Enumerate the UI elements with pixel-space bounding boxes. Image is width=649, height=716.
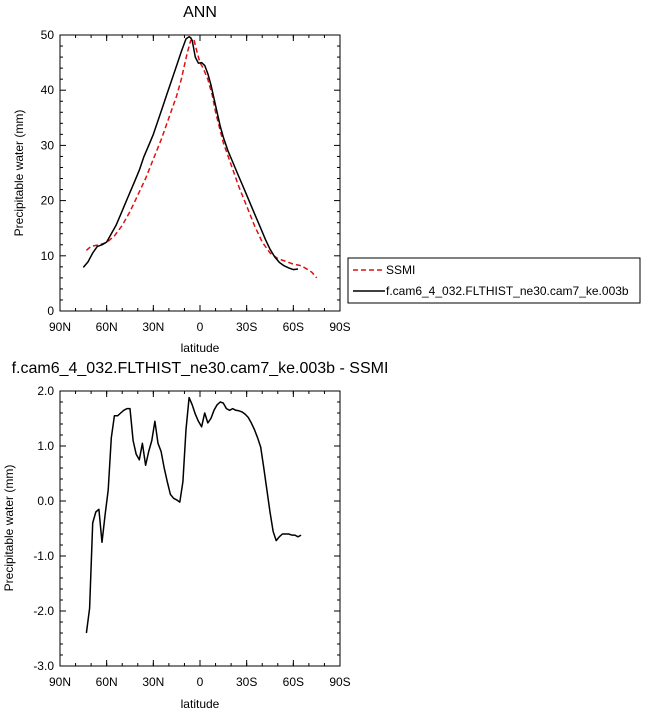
- bottom-chart-title: f.cam6_4_032.FLTHIST_ne30.cam7_ke.003b -…: [12, 360, 389, 377]
- top-chart-title: ANN: [183, 4, 217, 21]
- top-x-tick-label: 90N: [49, 320, 71, 334]
- top-chart-lines: [82, 35, 318, 279]
- bottom-chart-lines: [85, 396, 302, 634]
- top-y-tick-label: 50: [41, 28, 55, 42]
- legend-box: [347, 257, 641, 304]
- bottom-y-tick-label: -1.0: [33, 549, 54, 563]
- top-x-tick-label: 60S: [283, 320, 304, 334]
- bottom-x-tick-label: 30S: [236, 675, 257, 689]
- top-y-tick-label: 40: [41, 83, 55, 97]
- top-chart: ANN 90N 60N 30N 0 30S 60S 90S 0 10 20 30 40 50 latit…: [12, 4, 351, 355]
- top-chart-frame: [59, 34, 341, 312]
- bottom-series-line-0: [85, 396, 302, 634]
- bottom-y-tick-label: 1.0: [37, 439, 54, 453]
- bottom-chart: f.cam6_4_032.FLTHIST_ne30.cam7_ke.003b -…: [2, 360, 388, 711]
- bottom-y-tick-label: 0.0: [37, 494, 54, 508]
- bottom-chart-frame: [59, 390, 341, 667]
- bottom-chart-xlabel: latitude: [181, 697, 220, 711]
- top-series-line-0: [85, 38, 318, 279]
- top-x-tick-label: 60N: [96, 320, 118, 334]
- top-y-tick-label: 0: [47, 304, 54, 318]
- bottom-x-tick-label: 60S: [283, 675, 304, 689]
- bottom-x-tick-label: 60N: [96, 675, 118, 689]
- bottom-x-tick-label: 0: [197, 675, 204, 689]
- top-chart-ylabel: Precipitable water (mm): [12, 110, 26, 237]
- top-y-tick-label: 20: [41, 194, 55, 208]
- top-x-tick-label: 30N: [142, 320, 164, 334]
- top-y-tick-label: 10: [41, 249, 55, 263]
- top-y-tick-label: 30: [41, 138, 55, 152]
- legend-label-model: f.cam6_4_032.FLTHIST_ne30.cam7_ke.003b: [386, 284, 629, 298]
- bottom-x-tick-label: 90N: [49, 675, 71, 689]
- bottom-x-tick-label: 90S: [329, 675, 350, 689]
- legend-label-ssmi: SSMI: [386, 263, 415, 277]
- top-chart-xlabel: latitude: [181, 341, 220, 355]
- top-x-tick-label: 0: [197, 320, 204, 334]
- bottom-chart-ylabel: Precipitable water (mm): [2, 465, 16, 592]
- top-series-line-1: [82, 35, 299, 271]
- bottom-chart-ticks: 90N 60N 30N 0 30S 60S 90S -3.0 -2.0 -1.0 0.0 1.0 2.0: [33, 384, 350, 689]
- bottom-y-tick-label: -3.0: [33, 659, 54, 673]
- bottom-y-tick-label: 2.0: [37, 384, 54, 398]
- top-x-tick-label: 90S: [329, 320, 350, 334]
- top-chart-ticks: 90N 60N 30N 0 30S 60S 90S 0 10 20 30 40 50: [41, 28, 351, 334]
- legend: SSMI f.cam6_4_032.FLTHIST_ne30.cam7_ke.0…: [347, 257, 641, 304]
- bottom-y-tick-label: -2.0: [33, 604, 54, 618]
- bottom-x-tick-label: 30N: [142, 675, 164, 689]
- top-x-tick-label: 30S: [236, 320, 257, 334]
